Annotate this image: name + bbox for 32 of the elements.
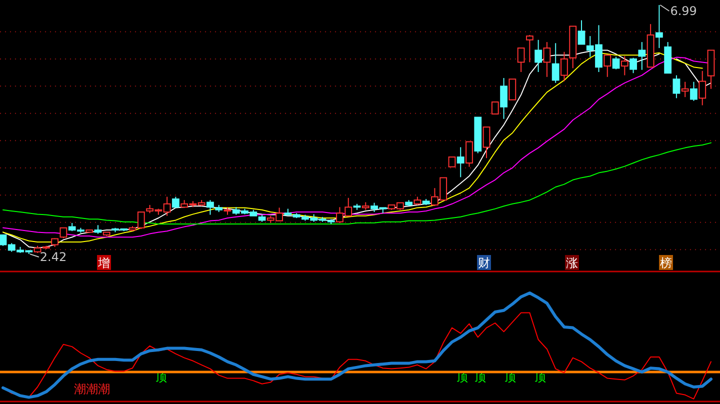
candlestick [638,42,646,70]
candlestick [604,54,612,78]
annotation: 2.42 [40,250,67,264]
candlestick [500,78,508,120]
candlestick [448,156,456,168]
candlestick [526,34,534,63]
candlestick [60,227,68,239]
candlestick [612,56,620,70]
candlestick [620,56,628,76]
text: 财 [478,256,490,270]
candlestick [578,20,586,45]
candlestick [543,42,551,78]
text: 榜 [660,256,672,270]
text: 增 [97,256,110,270]
text: 涨 [566,256,578,270]
candlestick [672,74,680,99]
candlestick [534,39,542,73]
candlestick [560,51,568,82]
candlestick [466,141,473,168]
candlestick [698,70,706,106]
candlestick [508,78,516,100]
candlestick [456,146,464,178]
candlestick [491,101,499,114]
candlestick [630,57,637,74]
annotation: 潮潮潮 [74,382,110,396]
candlestick [655,4,663,49]
candlestick [681,81,689,98]
candlestick [690,81,698,102]
candlestick [517,48,525,73]
candlestick [482,126,490,159]
annotation: 6.99 [670,4,697,18]
candlestick [552,42,560,84]
